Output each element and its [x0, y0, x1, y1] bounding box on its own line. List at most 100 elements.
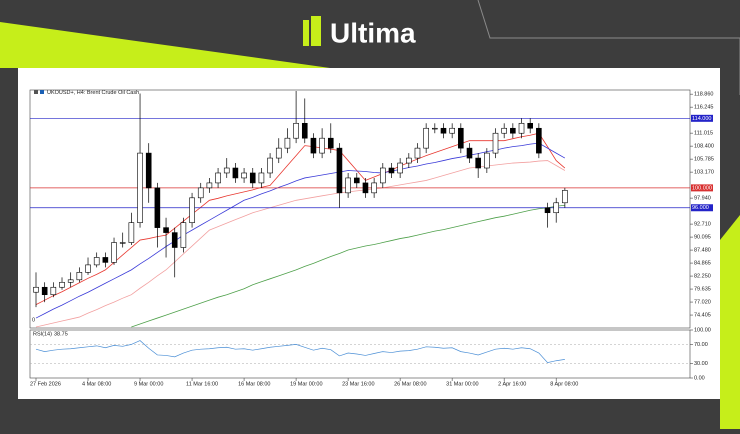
level-label: 100.000 [692, 185, 712, 191]
candle-body [232, 167, 239, 179]
candle-body [284, 137, 291, 149]
rsi-tick-label: 70.00 [694, 342, 708, 348]
candle-body [163, 227, 169, 233]
candle-body [327, 137, 334, 149]
candle-body [527, 122, 533, 129]
title-icon [40, 90, 44, 94]
plot-frame [29, 89, 691, 329]
candle-body [33, 286, 39, 293]
candle-body [154, 187, 161, 228]
title-icon [34, 90, 38, 94]
x-tick-label: 8 Apr 08:00 [550, 381, 578, 387]
candle-body [466, 147, 473, 159]
candle-body [414, 147, 421, 159]
candle-body [458, 127, 464, 149]
brand: Ultima [330, 17, 416, 48]
level-badge [691, 184, 713, 192]
decor-line [560, 37, 740, 95]
level-label: 96.000 [692, 205, 709, 211]
candle-body [223, 167, 230, 174]
y-tick-label: 103.170 [694, 170, 714, 176]
x-tick-label: 2 Apr 16:00 [498, 381, 526, 387]
candle-body [215, 172, 221, 184]
chart-title: UKOUSD+, H4: Brent Crude Oil Cash [47, 90, 139, 96]
rsi-line [35, 340, 565, 364]
level-badge [691, 204, 713, 212]
candle-body [267, 157, 273, 174]
candle-body [59, 281, 65, 288]
y-tick-label: 105.785 [694, 157, 714, 163]
candle-body [137, 152, 143, 223]
moving-average [35, 142, 566, 319]
moving-average [131, 204, 565, 328]
y-tick-label: 87.480 [694, 248, 711, 254]
candle-body [145, 152, 152, 189]
candle-body [406, 157, 412, 164]
x-tick-label: 19 Mar 00:00 [290, 381, 322, 387]
y-tick-label: 82.250 [694, 274, 711, 280]
y-tick-label: 77.020 [694, 300, 711, 306]
candle-body [301, 122, 308, 139]
candle-body [362, 182, 369, 194]
candle-body [449, 127, 455, 134]
candle-body [241, 172, 247, 179]
candle-body [206, 182, 213, 189]
candle-body [475, 157, 481, 169]
corner-label: 0 [32, 317, 35, 323]
candle-body [111, 242, 117, 263]
candle-body [293, 122, 299, 139]
level-badge [691, 114, 713, 122]
candle-body [432, 127, 438, 130]
accent [720, 215, 740, 429]
chart: 118.860 116.245 111.015 108.400 105.785 103.1… [30, 90, 714, 387]
x-tick-label: 31 Mar 00:00 [446, 381, 478, 387]
candle-body [41, 286, 48, 296]
candle-body [189, 197, 195, 223]
rsi-tick-label: 100.00 [694, 327, 711, 333]
y-tick-label: 92.710 [694, 222, 711, 228]
candle-body [397, 162, 403, 174]
candle-body [67, 279, 74, 283]
candle-body [171, 232, 178, 248]
rsi-tick-label: 0.00 [694, 375, 705, 381]
candle-body [518, 122, 525, 134]
moving-average [35, 132, 566, 306]
candle-body [319, 137, 325, 154]
y-tick-label: 118.860 [694, 92, 713, 98]
x-tick-label: 11 Mar 16:00 [186, 381, 218, 387]
candle-body [93, 257, 100, 266]
candle-body [85, 264, 91, 273]
candle-body [484, 152, 490, 169]
candle-body [492, 132, 499, 154]
candle-body [510, 127, 516, 134]
rsi-tick-label: 30.00 [694, 361, 708, 367]
chart-panel [18, 68, 720, 399]
y-tick-label: 84.865 [694, 261, 711, 267]
candle-body [180, 222, 187, 248]
y-tick-label: 111.015 [694, 131, 713, 137]
x-tick-label: 23 Mar 16:00 [342, 381, 374, 387]
candle-body [119, 242, 126, 244]
rsi-frame [29, 329, 691, 379]
candle-body [197, 187, 204, 199]
candle-body [102, 257, 109, 263]
y-tick-label: 116.245 [694, 105, 713, 111]
candle-body [371, 182, 377, 194]
y-tick-label: 74.405 [694, 313, 711, 319]
candle-body [353, 177, 360, 184]
candle-body [249, 172, 256, 184]
y-tick-label: 97.940 [694, 196, 711, 202]
y-tick-label: 79.635 [694, 287, 711, 293]
candle-body [423, 127, 429, 149]
logo-icon [311, 16, 321, 46]
accent [0, 22, 330, 68]
candle-body [501, 127, 507, 134]
candle-body [388, 167, 395, 174]
x-tick-label: 4 Mar 08:00 [82, 381, 111, 387]
candle-body [562, 190, 568, 204]
x-tick-label: 16 Mar 08:00 [238, 381, 270, 387]
candle-body [379, 167, 386, 184]
rsi-label: RSI(14) [33, 331, 52, 337]
candle-body [544, 207, 551, 214]
